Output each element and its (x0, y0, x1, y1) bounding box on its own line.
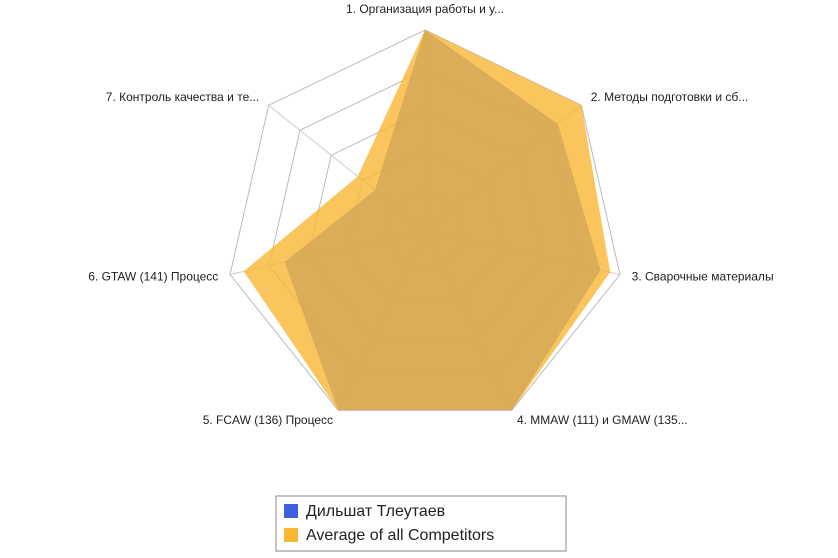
axis-label: 7. Контроль качества и те... (106, 90, 259, 104)
legend-swatch (284, 528, 298, 542)
legend-label: Дильшат Тлеутаев (306, 503, 445, 520)
axis-label: 6. GTAW (141) Процесс (88, 269, 218, 283)
axis-label: 3. Сварочные материалы (632, 269, 774, 283)
axis-label: 1. Организация работы и у... (346, 2, 504, 16)
legend-label: Average of all Competitors (306, 527, 494, 544)
axis-label: 2. Методы подготовки и сб... (591, 90, 749, 104)
series-area (243, 30, 611, 411)
legend-swatch (284, 504, 298, 518)
axis-label: 4. MMAW (111) и GMAW (135... (517, 413, 688, 427)
legend-box (275, 495, 567, 552)
axis-label: 5. FCAW (136) Процесс (203, 413, 333, 427)
